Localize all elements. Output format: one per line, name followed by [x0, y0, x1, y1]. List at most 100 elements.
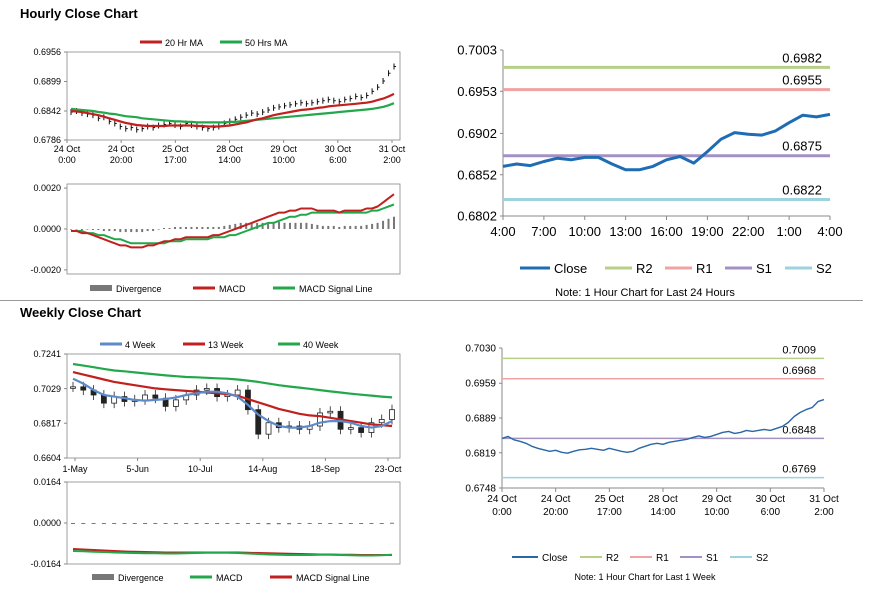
ma20-line	[70, 92, 395, 128]
divergence-bar	[266, 523, 271, 525]
legend-label-r1: R1	[696, 261, 713, 276]
divergence-bar	[194, 523, 199, 524]
divergence-bar	[223, 225, 226, 229]
hourly-ma-y-tick-label-0.6956: 0.6956	[33, 47, 61, 57]
divergence-bar	[71, 523, 75, 524]
weekly_close-y-tick-label-0.7030: 0.7030	[465, 344, 496, 355]
divergence-bar	[143, 523, 148, 524]
divergence-bar	[328, 523, 333, 524]
week40-line	[72, 362, 393, 399]
divergence-bar	[141, 229, 144, 233]
legend-label-s1: S1	[706, 553, 719, 564]
divergence-bar	[283, 222, 286, 229]
hourly_close-x-tick-label: 1:00	[776, 224, 801, 239]
divergence-bar	[212, 226, 215, 229]
divergence-bar	[190, 226, 193, 229]
legend-label-macd-signal: MACD Signal Line	[299, 284, 373, 294]
weekly-macd-legend: Divergence MACD MACD Signal Line	[92, 573, 370, 583]
level-label-s1: 0.6875	[782, 139, 822, 154]
divergence-bar	[97, 229, 100, 231]
divergence-bar	[112, 523, 117, 524]
divergence-bar	[217, 226, 220, 229]
level-label-r2: 0.7009	[782, 344, 816, 356]
weekly-ma-x-tick-label: 1-May	[62, 464, 88, 474]
week4-line	[72, 377, 393, 429]
candle-body	[80, 386, 87, 391]
hourly_close-y-tick-label-0.7003: 0.7003	[457, 43, 497, 58]
divergence-bar	[124, 229, 127, 233]
hourly-ma-x-tick-label-date: 24 Oct	[54, 144, 81, 154]
candle-body	[203, 388, 210, 391]
divergence-bar	[393, 216, 395, 229]
level-label-s2: 0.6769	[782, 464, 816, 476]
weekly-close-legend: Close R2 R1 S1 S2	[512, 553, 769, 564]
divergence-bar	[278, 221, 281, 229]
candle-body	[358, 427, 365, 433]
weekly_close-y-tick-label-0.6819: 0.6819	[465, 448, 496, 459]
candle-body	[265, 422, 272, 435]
divergence-bar	[201, 226, 204, 229]
hourly_close-x-tick-label: 13:00	[609, 224, 642, 239]
hourly-ma-x-tick-label-time: 0:00	[58, 155, 76, 165]
hourly_close-y-tick-label-0.6802: 0.6802	[457, 209, 497, 224]
weekly-ma-chart: 4 Week 13 Week 40 Week 0.7241 0.7029 0.681…	[33, 340, 402, 474]
weekly_close-x-tick-label-date: 24 Oct	[487, 494, 517, 505]
legend-label-close: Close	[542, 553, 568, 564]
weekly-chart-title: Weekly Close Chart	[20, 305, 142, 320]
divergence-bar	[359, 523, 364, 524]
legend-label-close: Close	[554, 261, 587, 276]
legend-label-macd-signal: MACD Signal Line	[296, 573, 370, 583]
weekly_close-x-tick-label-time: 14:00	[650, 507, 675, 518]
divergence-bar	[272, 221, 275, 229]
weekly-close-note: Note: 1 Hour Chart for Last 1 Week	[575, 572, 716, 582]
weekly-ma-y-tick-label-0.6817: 0.6817	[33, 418, 61, 428]
divergence-bar	[371, 223, 374, 229]
legend-label-divergence: Divergence	[118, 573, 164, 583]
divergence-bar	[250, 222, 253, 229]
legend-label-macd: MACD	[219, 284, 246, 294]
divergence-bar	[91, 523, 96, 524]
divergence-bar	[91, 229, 94, 231]
level-label-r1: 0.6968	[782, 365, 816, 377]
weekly_close-x-tick-label-time: 20:00	[543, 507, 568, 518]
divergence-bar	[174, 226, 177, 229]
hourly-macd-legend: Divergence MACD MACD Signal Line	[90, 284, 373, 294]
divergence-bar	[86, 229, 89, 230]
legend-label-r2: R2	[636, 261, 653, 276]
divergence-bar	[81, 523, 86, 524]
candle-body	[173, 399, 179, 407]
macd-line	[71, 193, 395, 249]
hourly-ma-y-tick-label-0.6786: 0.6786	[33, 135, 61, 145]
divergence-bar	[75, 229, 78, 230]
weekly-macd-chart: 0.0164 0.0000 -0.0164 Divergence MACD MACD…	[30, 477, 401, 583]
weekly_close-y-tick-label-0.6889: 0.6889	[465, 414, 496, 425]
ma50-line	[70, 102, 395, 124]
weekly-ma-x-tick-label: 14-Aug	[248, 464, 277, 474]
divergence-bar	[256, 523, 261, 524]
macd-line	[72, 550, 393, 557]
hourly-ma-x-tick-label-date: 28 Oct	[216, 144, 243, 154]
divergence-bar	[376, 222, 379, 229]
divergence-bar	[113, 229, 116, 232]
divergence-bar	[382, 220, 385, 229]
divergence-bar	[108, 229, 111, 232]
divergence-bar	[146, 229, 149, 232]
divergence-bar	[297, 523, 302, 524]
legend-label-13-week: 13 Week	[208, 340, 244, 350]
hourly-ma-y-tick-label-0.6842: 0.6842	[33, 106, 61, 116]
divergence-bar	[80, 229, 83, 231]
divergence-bar	[349, 225, 352, 229]
weekly_close-x-tick-label-date: 30 Oct	[756, 494, 786, 505]
divergence-bar	[317, 523, 322, 524]
candle-body	[378, 419, 385, 424]
divergence-bar	[225, 523, 230, 524]
close-line	[502, 112, 831, 172]
candle-body	[142, 394, 148, 401]
hourly_close-y-tick-label-0.6852: 0.6852	[457, 167, 497, 182]
divergence-bar	[299, 222, 302, 229]
weekly_close-x-tick-label-time: 0:00	[492, 507, 512, 518]
divergence-bar	[316, 224, 319, 229]
divergence-bar	[327, 225, 330, 229]
legend-swatch-divergence	[92, 574, 114, 580]
